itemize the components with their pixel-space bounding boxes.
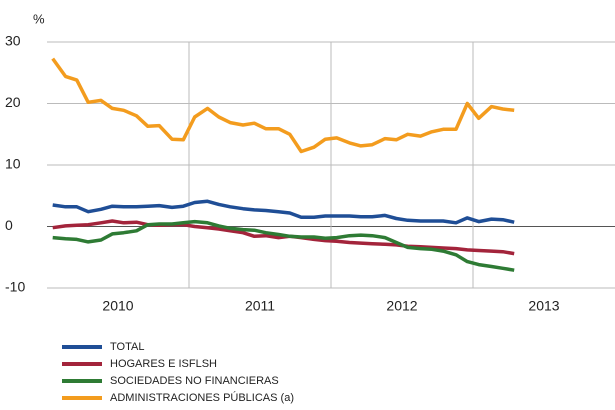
x-tick-label: 2011 <box>245 298 275 314</box>
y-tick-label: 10 <box>5 156 21 172</box>
series-line <box>51 57 515 154</box>
legend-label: HOGARES E ISFLSH <box>110 358 217 370</box>
y-tick-label: -10 <box>5 279 25 295</box>
series-line <box>52 219 515 272</box>
y-tick-label: 20 <box>5 94 21 110</box>
x-tick-label: 2013 <box>528 298 559 314</box>
legend-label: SOCIEDADES NO FINANCIERAS <box>110 375 279 387</box>
x-tick-label: 2012 <box>386 298 417 314</box>
series-line <box>52 219 515 256</box>
legend-label: TOTAL <box>110 341 144 353</box>
x-tick-label: 2010 <box>102 298 133 314</box>
y-tick-label: 30 <box>5 33 21 49</box>
y-axis-label: % <box>33 11 45 26</box>
y-tick-label: 0 <box>5 217 13 233</box>
legend-label: ADMINISTRACIONES PÚBLICAS (a) <box>110 391 294 404</box>
series-line <box>52 199 515 225</box>
